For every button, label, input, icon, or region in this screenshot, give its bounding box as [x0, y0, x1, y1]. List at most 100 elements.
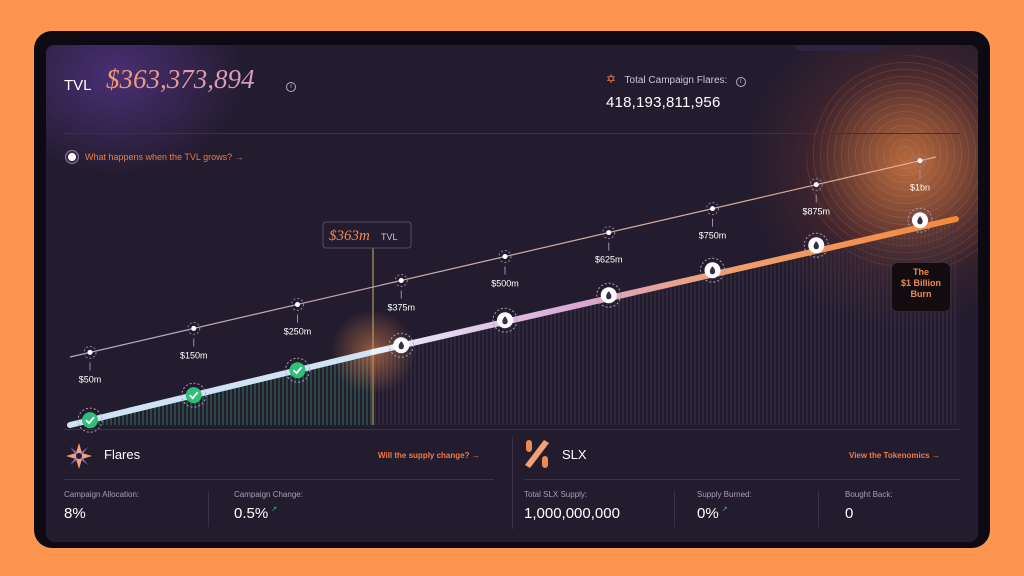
milestone-500m[interactable]: $500m [491, 250, 519, 333]
flame-icon [917, 216, 923, 225]
check-badge [185, 387, 202, 404]
billion-burn-box[interactable]: The $1 Billion Burn [892, 263, 950, 311]
star-icon: ✡ [606, 72, 617, 86]
bought-back-value: 0 [845, 505, 854, 522]
section-divider [512, 437, 513, 529]
milestone-top-dot [502, 254, 508, 260]
flame-icon [606, 291, 612, 300]
milestone-top-dot [398, 277, 404, 283]
milestone-ring [596, 282, 622, 308]
milestone-label: $1bn [910, 183, 930, 193]
flame-icon [502, 316, 508, 325]
milestone-top-dot [191, 325, 197, 331]
campaign-change-value: 0.5% ↗ [234, 505, 278, 522]
milestone-top-dot [710, 206, 715, 212]
milestone-top-dot [606, 230, 612, 236]
milestone-375m[interactable]: $375m [387, 273, 415, 358]
campaign-flares-label: Total Campaign Flares: [624, 75, 728, 86]
milestone-label: $875m [802, 207, 830, 217]
milestone-top-ring [498, 250, 512, 264]
milestone-50m[interactable]: $50m [77, 345, 103, 433]
divider [208, 491, 209, 527]
milestone-750m[interactable]: $750m [699, 202, 727, 283]
milestone-ring [77, 407, 103, 433]
divider [64, 133, 960, 134]
burn-line-2: $1 Billion [900, 278, 941, 288]
bullet-icon [66, 151, 78, 163]
milestone-625m[interactable]: $625m [595, 226, 623, 308]
campaign-change-label: Campaign Change: [234, 490, 303, 499]
top-tab-decoration [795, 45, 885, 51]
slx-logo-icon [525, 440, 549, 468]
milestone-250m[interactable]: $250m [284, 297, 312, 383]
milestone-top-dot [295, 301, 300, 307]
trend-up-icon: ↗ [721, 506, 728, 513]
campaign-allocation-value: 8% [64, 505, 86, 522]
divider [818, 491, 819, 527]
tvl-label: TVL [64, 77, 92, 94]
campaign-flares: ✡ Total Campaign Flares: i 418,193,811,9… [606, 70, 746, 111]
milestone-label: $150m [180, 350, 208, 360]
milestone-top-ring [291, 297, 304, 311]
check-badge [82, 412, 98, 429]
milestone-label: $250m [284, 326, 312, 336]
trend-up-icon: ↗ [271, 506, 278, 513]
divider [524, 479, 960, 480]
supply-burned-value: 0% ↗ [697, 505, 728, 522]
check-badge [289, 362, 306, 379]
divider [64, 429, 960, 430]
milestone-label: $625m [595, 255, 623, 265]
app-frame: TVL $363,373,894 i ✡ Total Campaign Flar… [34, 31, 990, 548]
supply-burned-label: Supply Burned: [697, 490, 752, 499]
supply-change-link[interactable]: Will the supply change? → [378, 451, 480, 460]
milestone-top-ring [602, 226, 616, 240]
current-value: $363m [329, 228, 370, 244]
tvl-value: $363,373,894 [106, 64, 255, 94]
tvl-grows-link[interactable]: What happens when the TVL grows? → [66, 151, 244, 163]
milestone-top-dot [917, 158, 923, 164]
tvl-grows-link-text: What happens when the TVL grows? → [85, 152, 244, 162]
milestone-top-ring [394, 273, 408, 287]
milestone-ring [700, 257, 725, 283]
progress-line-future [370, 216, 959, 355]
campaign-flares-value: 418,193,811,956 [606, 94, 721, 111]
info-icon[interactable]: i [286, 82, 296, 92]
milestone-ring [907, 207, 933, 233]
milestone-top-ring [187, 321, 201, 335]
glow-decoration-left [46, 45, 246, 175]
total-supply-label: Total SLX Supply: [524, 490, 588, 499]
check-icon [189, 391, 199, 400]
tvl-milestone-chart: $50m $150m $250m $375m $500m $625m $750m $875m $… [67, 154, 959, 433]
milestone-ring [803, 232, 829, 258]
flares-title: Flares [104, 447, 141, 462]
milestone-label: $750m [699, 231, 727, 241]
milestone-top-dot [87, 349, 93, 355]
flame-icon [398, 341, 404, 350]
campaign-allocation-label: Campaign Allocation: [64, 490, 140, 499]
milestone-ring [285, 357, 310, 383]
info-icon[interactable]: i [735, 77, 746, 87]
progress-line-reached [67, 349, 376, 428]
remaining-area [373, 219, 956, 425]
bought-back-label: Bought Back: [845, 490, 893, 499]
divider [674, 491, 675, 527]
tokenomics-link[interactable]: View the Tokenomics → [849, 451, 940, 460]
flare-logo-icon [66, 443, 92, 469]
check-icon [85, 416, 95, 425]
milestone-top-ring [809, 178, 823, 192]
milestone-label: $50m [79, 374, 102, 384]
milestone-150m[interactable]: $150m [180, 321, 208, 408]
check-icon [292, 366, 303, 375]
flame-icon [813, 241, 819, 250]
milestone-ring [181, 382, 207, 408]
flame-icon [709, 266, 716, 275]
milestone-875m[interactable]: $875m [802, 178, 830, 258]
tvl-panel: TVL $363,373,894 i ✡ Total Campaign Flar… [46, 45, 978, 542]
burn-line-1: The [912, 267, 929, 277]
milestone-ring [388, 332, 414, 358]
milestone-top-ring [706, 202, 719, 216]
milestone-1bn[interactable]: $1bn [907, 154, 933, 233]
milestone-top-dot [813, 182, 819, 188]
milestone-ring [492, 307, 518, 333]
current-value-suffix: TVL [381, 232, 398, 242]
